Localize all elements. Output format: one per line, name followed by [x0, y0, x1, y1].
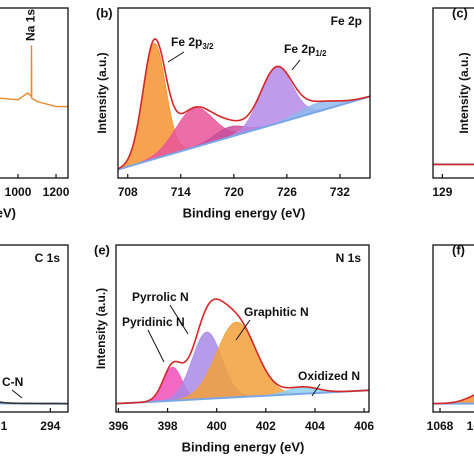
annotation-text: Fe 2p: [284, 42, 315, 56]
plot-area: [118, 38, 370, 171]
panel: 291 294 C 1s C-N: [0, 244, 69, 433]
x-tick-label: 726: [277, 185, 297, 199]
peak-component: [433, 394, 474, 405]
plot-area: [0, 401, 68, 405]
x-tick-label: 400: [207, 419, 227, 433]
annotation-arrow: [11, 389, 23, 399]
background-line: [116, 389, 369, 405]
y-axis-title: Intensity (a.u.): [94, 288, 108, 369]
panel-label: (f): [452, 242, 465, 257]
x-axis-title: Binding energy (eV): [182, 439, 305, 454]
axes-frame: [432, 244, 474, 413]
annotation-text: Oxidized N: [298, 369, 360, 383]
plot-area: [116, 298, 369, 405]
x-tick-label: 1200: [43, 185, 70, 199]
x-tick-label: 1070: [467, 419, 474, 433]
annotation-text: Pyridinic N: [122, 315, 185, 329]
x-tick-label: 1000: [5, 185, 32, 199]
axes-frame: [117, 7, 371, 179]
panel: 1068 1070 (f): [427, 242, 474, 433]
panel: 396 398 400 402 404 406 (e) N 1s Binding energy …: [94, 242, 374, 454]
panel-title: Fe 2p: [331, 14, 362, 28]
background-line: [118, 95, 370, 171]
panel-title: N 1s: [336, 251, 362, 265]
annotation-text: Fe 2p: [171, 35, 202, 49]
fit-envelope: [0, 401, 68, 405]
annotation-arrow: [147, 329, 165, 363]
annotation-arrow: [167, 51, 185, 63]
annotation-text: C-N: [2, 375, 23, 389]
panel: 708 714 720 726 732 (b) Fe 2p Binding energy (e…: [95, 5, 371, 220]
spectrum-line: [0, 45, 68, 108]
panel-label: (b): [96, 5, 113, 20]
panel-label: (e): [94, 242, 110, 257]
annotation: Fe 2p3/2: [171, 35, 214, 51]
annotation: Oxidized N: [298, 369, 360, 383]
x-tick-label: 708: [118, 185, 138, 199]
y-axis-title: Intensity (a.u.): [457, 52, 471, 133]
annotation-arrow: [169, 304, 189, 335]
plot-area: [433, 394, 474, 405]
x-tick-label: 129: [432, 185, 452, 199]
plot-area: [0, 45, 68, 108]
annotation: Fe 2p1/2: [284, 42, 327, 58]
annotation-arrow: [291, 59, 301, 71]
annotation: Pyridinic N: [122, 315, 185, 329]
fit-envelope: [116, 298, 369, 405]
annotation: Na 1s: [24, 9, 38, 41]
axes-frame: [0, 244, 69, 413]
x-tick-label: 404: [305, 419, 325, 433]
x-tick-label: 396: [108, 419, 128, 433]
x-tick-label: 291: [0, 419, 8, 433]
y-axis-title: Intensity (a.u.): [95, 52, 109, 133]
x-tick-label: 732: [330, 185, 350, 199]
x-axis-title: Binding energy (eV): [0, 205, 16, 220]
x-tick-label: 714: [171, 185, 191, 199]
x-tick-label: 294: [40, 419, 60, 433]
panel: 1000 1200 Binding energy (eV) Na 1s: [0, 7, 70, 220]
axes-frame: [0, 7, 69, 179]
x-tick-label: 720: [224, 185, 244, 199]
axes-frame: [432, 7, 474, 179]
panel: 129 (c) Intensity (a.u.): [432, 5, 474, 199]
annotation: Pyrrolic N: [132, 290, 189, 304]
annotation-arrow: [235, 319, 251, 341]
panel-label: (c): [452, 5, 468, 20]
panel-title: C 1s: [35, 251, 61, 265]
x-tick-label: 1068: [427, 419, 454, 433]
x-tick-label: 402: [256, 419, 276, 433]
x-tick-label: 398: [158, 419, 178, 433]
axes-frame: [115, 244, 370, 413]
annotation-text: Graphitic N: [244, 305, 309, 319]
annotation: C-N: [2, 375, 23, 389]
annotation-subscript: 1/2: [315, 49, 327, 58]
annotation-text: Pyrrolic N: [132, 290, 189, 304]
fit-envelope: [118, 38, 370, 170]
x-axis-title: Binding energy (eV): [183, 205, 306, 220]
annotation-arrow: [311, 383, 321, 397]
x-tick-label: 406: [354, 419, 374, 433]
annotation: Graphitic N: [244, 305, 309, 319]
annotation-subscript: 3/2: [202, 42, 214, 51]
